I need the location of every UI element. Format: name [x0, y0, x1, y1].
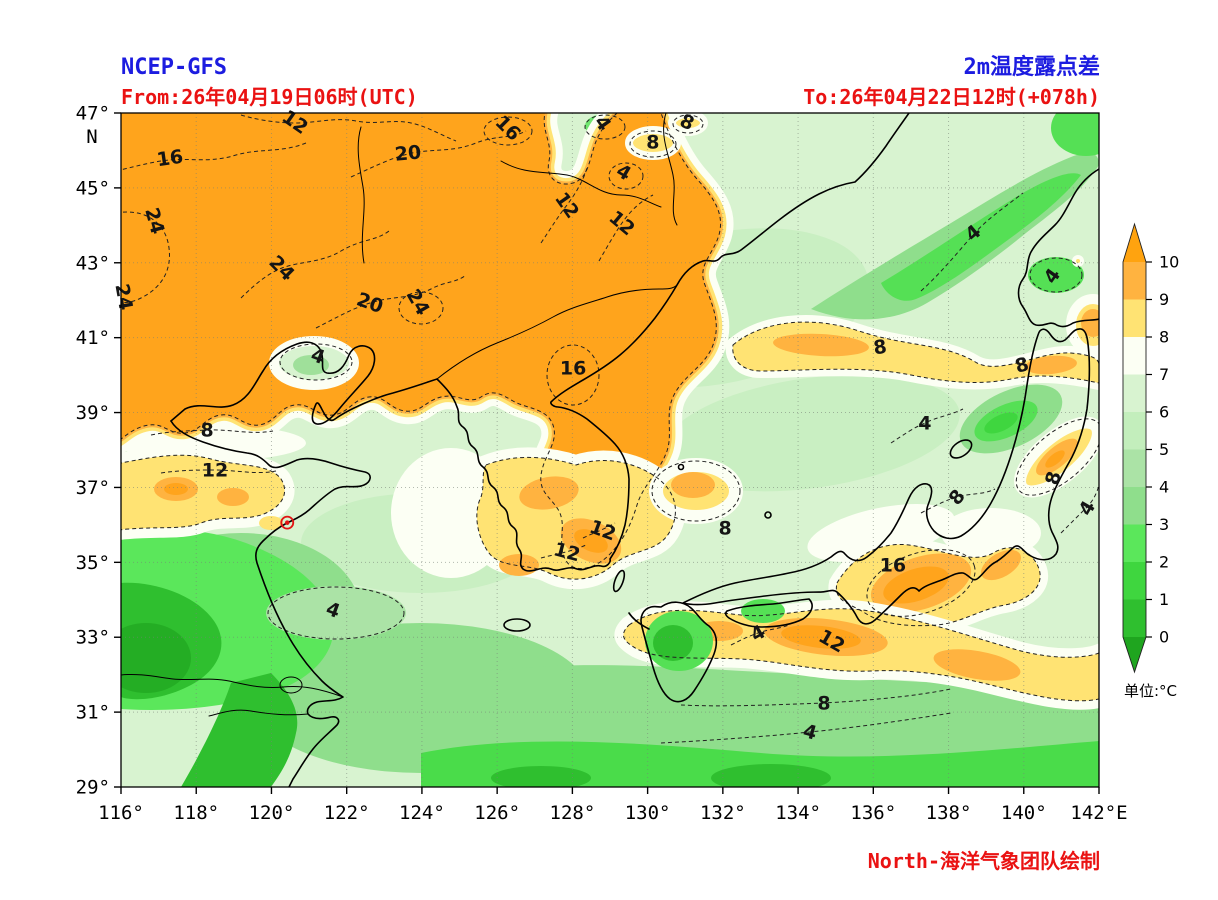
weather-map-figure: NCEP-GFS 2m温度露点差 From:26年04月19日06时(UTC) … — [0, 0, 1218, 900]
colorbar-tick-label: 9 — [1159, 290, 1169, 309]
x-tick-label: 134° — [775, 802, 821, 824]
hemisphere-label: N — [86, 126, 97, 148]
x-tick-label: 120° — [249, 802, 295, 824]
colorbar-tick-label: 10 — [1159, 253, 1179, 272]
contour-label: 8 — [646, 131, 659, 153]
x-tick-label: 138° — [926, 802, 972, 824]
credit-label: North-海洋气象团队绘制 — [868, 849, 1100, 873]
y-tick-label: 33° — [76, 627, 110, 649]
map-field — [101, 100, 1121, 792]
y-tick-label: 41° — [76, 327, 110, 349]
colorbar-segment — [1123, 600, 1146, 638]
x-tick-label: 124° — [399, 802, 445, 824]
contour-label: 4 — [918, 413, 931, 435]
contour-label: 24 — [110, 282, 136, 312]
y-tick-label: 37° — [76, 477, 110, 499]
colorbar-tick-label: 8 — [1159, 328, 1169, 347]
colorbar-segment — [1123, 450, 1146, 488]
colorbar-segment — [1123, 525, 1146, 563]
colorbar-segment — [1123, 262, 1146, 300]
contour-label: 12 — [202, 459, 228, 481]
colorbar-tick-label: 4 — [1159, 478, 1169, 497]
x-tick-label: 136° — [850, 802, 896, 824]
valid-from-label: From:26年04月19日06时(UTC) — [121, 85, 418, 109]
colorbar-unit-label: 单位:°C — [1124, 682, 1177, 700]
colorbar-tick-label: 5 — [1159, 440, 1169, 459]
contour-label: 16 — [155, 146, 184, 171]
colorbar-segment — [1123, 300, 1146, 338]
x-tick-label: 118° — [173, 802, 219, 824]
y-tick-label: 35° — [76, 552, 110, 574]
y-tick-label: 31° — [76, 702, 110, 724]
colorbar-tick-label: 2 — [1159, 553, 1169, 572]
x-tick-label: 128° — [550, 802, 596, 824]
colorbar-segment — [1123, 487, 1146, 525]
contour-label: 8 — [201, 420, 214, 442]
colorbar-under-arrow — [1123, 637, 1146, 672]
y-axis: 47° 45° 43° 41° 39° 37° 35° 33° 31° 29° N — [76, 103, 121, 799]
contour-label: 20 — [394, 141, 422, 165]
y-tick-label: 39° — [76, 402, 110, 424]
chart-title: 2m温度露点差 — [964, 54, 1101, 80]
colorbar-tick-label: 3 — [1159, 515, 1169, 534]
colorbar-segment — [1123, 412, 1146, 450]
x-tick-label: 116° — [98, 802, 144, 824]
y-tick-label: 45° — [76, 177, 110, 199]
x-tick-label: 130° — [625, 802, 671, 824]
y-tick-label: 29° — [76, 777, 110, 799]
station-marker-dot — [285, 520, 290, 525]
model-label: NCEP-GFS — [121, 55, 227, 80]
valid-to-label: To:26年04月22日12时(+078h) — [803, 85, 1100, 109]
y-tick-label: 47° — [76, 103, 110, 125]
y-tick-label: 43° — [76, 252, 110, 274]
x-axis: 116° 118° 120° 122° 124° 126° 128° 130° 132° 134°… — [98, 787, 1127, 824]
colorbar-segment — [1123, 562, 1146, 600]
x-tick-label: 126° — [474, 802, 520, 824]
figure-canvas: NCEP-GFS 2m温度露点差 From:26年04月19日06时(UTC) … — [0, 0, 1218, 900]
colorbar-tick-label: 7 — [1159, 365, 1169, 384]
contour-label: 16 — [560, 357, 586, 379]
x-tick-label: 132° — [700, 802, 746, 824]
contour-label: 8 — [817, 693, 830, 715]
contour-label: 16 — [880, 554, 906, 576]
colorbar-segment — [1123, 337, 1146, 375]
colorbar-segment — [1123, 375, 1146, 413]
colorbar-tick-label: 6 — [1159, 403, 1169, 422]
colorbar-tick-label: 1 — [1159, 590, 1169, 609]
colorbar: 109876543210单位:°C — [1123, 224, 1179, 700]
x-tick-label: 122° — [324, 802, 370, 824]
colorbar-tick-label: 0 — [1159, 628, 1169, 647]
x-tick-label: 140° — [1001, 802, 1047, 824]
x-tick-label: 142°E — [1070, 802, 1127, 824]
contour-label: 8 — [718, 517, 731, 539]
colorbar-over-arrow — [1123, 224, 1146, 262]
